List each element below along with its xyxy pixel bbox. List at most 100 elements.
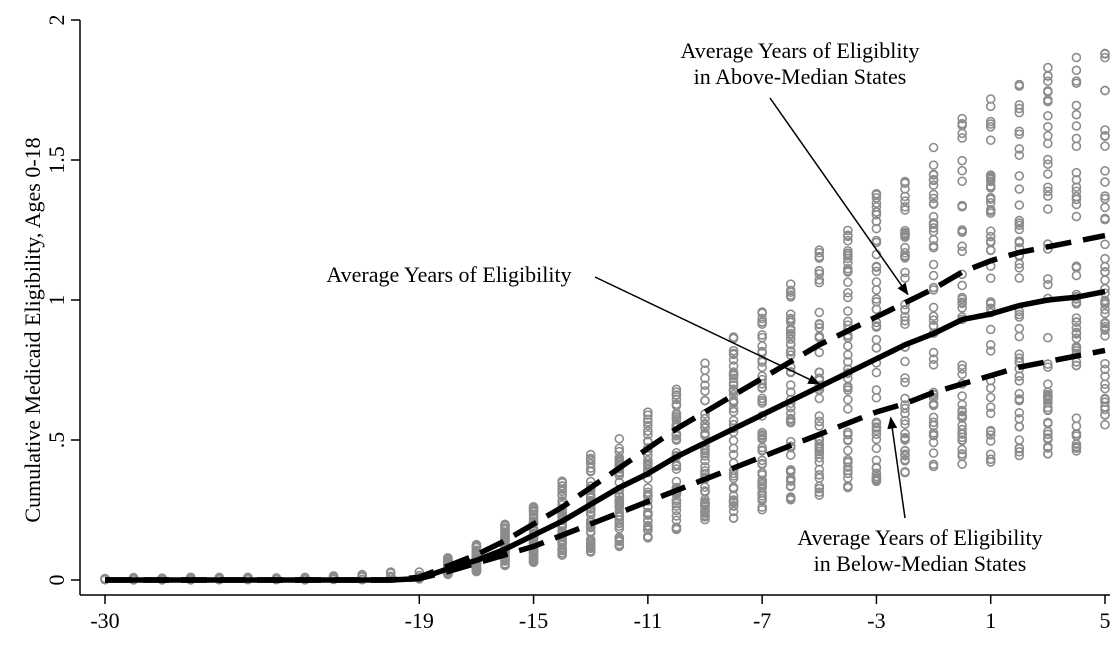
scatter-point <box>1043 274 1053 284</box>
scatter-point <box>957 133 967 143</box>
scatter-point <box>557 481 567 491</box>
scatter-point <box>1100 397 1110 407</box>
scatter-point <box>985 226 996 236</box>
scatter-point <box>1043 138 1053 149</box>
scatter-point <box>985 324 996 335</box>
scatter-point <box>871 342 882 353</box>
scatter-point <box>843 341 853 351</box>
scatter-point <box>871 193 882 203</box>
scatter-point <box>900 419 910 429</box>
scatter-point <box>643 426 653 436</box>
scatter-point <box>728 513 739 523</box>
scatter-point <box>700 494 710 505</box>
scatter-point <box>1043 159 1053 169</box>
scatter-point <box>985 454 996 464</box>
scatter-point <box>757 308 767 319</box>
scatter-point <box>585 526 596 537</box>
scatter-point <box>957 113 967 124</box>
scatter-point <box>585 458 596 469</box>
scatter-point <box>671 505 682 516</box>
scatter-point <box>700 418 710 429</box>
scatter-point <box>814 269 825 279</box>
scatter-point <box>957 451 967 461</box>
scatter-point <box>757 330 767 340</box>
scatter-point <box>785 315 796 325</box>
scatter-point <box>785 413 796 424</box>
scatter-point <box>985 430 996 440</box>
scatter-point <box>700 422 710 433</box>
scatter-point <box>500 527 510 537</box>
scatter-point <box>728 501 739 511</box>
scatter-points <box>100 48 1110 585</box>
scatter-point <box>1071 441 1082 452</box>
scatter-point <box>814 421 825 431</box>
scatter-point <box>957 155 967 166</box>
scatter-point <box>871 367 882 378</box>
scatter-point <box>985 436 996 446</box>
scatter-point <box>1043 279 1053 290</box>
scatter-point <box>1014 184 1025 194</box>
scatter-point <box>843 445 853 456</box>
scatter-point <box>928 285 939 295</box>
scatter-point <box>1014 312 1025 322</box>
scatter-point <box>1014 394 1025 404</box>
scatter-point <box>1043 131 1053 141</box>
scatter-point <box>1071 121 1082 131</box>
scatter-point <box>957 413 967 424</box>
scatter-point <box>757 469 767 480</box>
scatter-point <box>643 510 653 520</box>
scatter-point <box>700 413 710 424</box>
scatter-point <box>871 304 882 315</box>
scatter-point <box>814 393 825 404</box>
scatter-point <box>728 491 739 501</box>
scatter-point <box>1014 446 1025 457</box>
scatter-point <box>985 402 996 412</box>
scatter-point <box>900 415 910 426</box>
scatter-point <box>900 225 910 236</box>
scatter-point <box>671 524 682 535</box>
scatter-point <box>843 382 853 393</box>
scatter-point <box>643 522 653 532</box>
y-tick-label: 1.5 <box>44 146 69 174</box>
scatter-point <box>900 434 910 444</box>
scatter-point <box>1043 362 1053 372</box>
scatter-point <box>871 285 882 295</box>
scatter-point <box>957 303 967 313</box>
scatter-point <box>1043 379 1053 389</box>
scatter-point <box>557 476 567 487</box>
scatter-point <box>1100 166 1110 176</box>
scatter-point <box>700 428 710 439</box>
scatter-point <box>728 443 739 454</box>
scatter-point <box>1071 52 1082 63</box>
scatter-point <box>871 188 882 199</box>
scatter-point <box>528 551 539 561</box>
scatter-point <box>1043 191 1053 201</box>
scatter-point <box>871 261 882 272</box>
scatter-point <box>985 425 996 436</box>
scatter-point <box>1043 405 1053 416</box>
scatter-point <box>985 197 996 208</box>
scatter-point <box>728 332 739 342</box>
scatter-point <box>928 347 939 358</box>
scatter-point <box>614 433 625 444</box>
scatter-point <box>643 410 653 420</box>
scatter-point <box>757 502 767 512</box>
scatter-point <box>700 501 710 511</box>
annotation-text: in Above-Median States <box>694 64 907 89</box>
scatter-point <box>785 328 796 339</box>
scatter-point <box>614 515 625 525</box>
scatter-point <box>928 354 939 365</box>
x-tick-label: 5 <box>1100 608 1111 633</box>
scatter-point <box>928 359 939 370</box>
scatter-point <box>1071 199 1082 210</box>
scatter-point <box>1071 313 1082 323</box>
series-line-2 <box>105 347 1106 583</box>
scatter-point <box>900 467 910 478</box>
scatter-point <box>671 399 682 409</box>
scatter-point <box>900 251 910 262</box>
scatter-point <box>928 217 939 228</box>
scatter-point <box>1043 418 1053 429</box>
scatter-point <box>814 247 825 258</box>
scatter-point <box>1071 413 1082 423</box>
scatter-point <box>814 265 825 276</box>
